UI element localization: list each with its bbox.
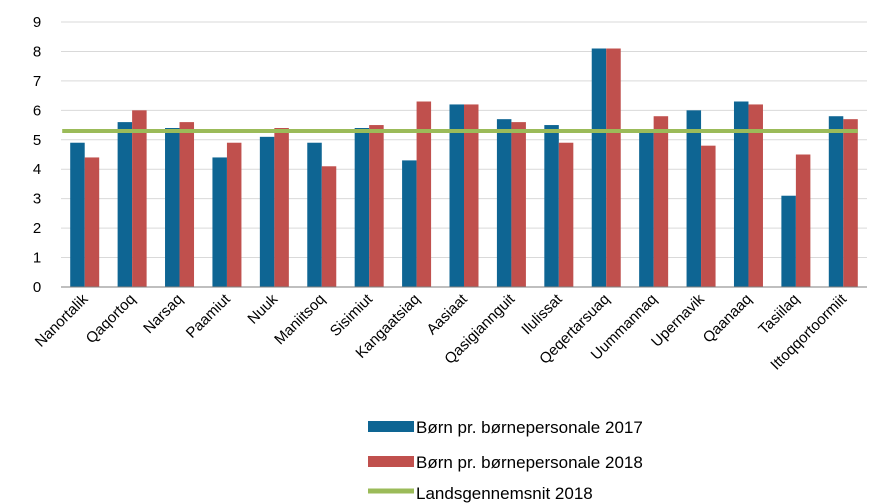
y-tick-label: 8 [33,43,41,60]
legend: Børn pr. børnepersonale 2017 Børn pr. bø… [368,418,643,503]
bar-2017-upernavik [686,110,702,287]
x-tick-label: Nanortalik [32,290,92,350]
bar-2017-qaanaaq [733,101,749,287]
bar-2017-aasiaat [449,104,464,287]
legend-label-2018: Børn pr. børnepersonale 2018 [416,453,643,472]
bar-2017-kangaatsiaq [402,160,417,287]
y-tick-label: 6 [33,102,41,119]
bar-2018-qeqertarsuaq [606,48,621,287]
bar-2017-ilulissat [544,125,559,287]
bar-2017-qasigiannguit [496,119,512,288]
bar-2017-ittoqqortoormiit [828,116,844,287]
bar-2018-nuuk [274,128,289,287]
legend-swatch-2018 [368,456,414,467]
bars [70,48,858,288]
bar-2017-paamiut [212,157,227,287]
bar-2017-qeqertarsuaq [591,48,607,287]
bar-2018-aasiaat [464,104,479,287]
bar-2017-maniitsoq [307,142,322,287]
bar-2017-sisimiut [354,128,370,287]
x-tick-label: Maniitsoq [271,291,328,348]
x-tick-label: Qaqortoq [83,291,139,347]
bar-2018-kangaatsiaq [416,101,432,287]
y-tick-label: 2 [33,220,41,237]
bar-2018-uummannaq [653,116,669,287]
x-tick-label: Ilulissat [518,290,566,338]
y-tick-label: 9 [33,14,41,31]
bar-2018-ilulissat [558,142,574,287]
x-tick-label: Qaanaaq [700,291,756,347]
bar-2018-paamiut [226,142,242,287]
y-tick-label: 4 [33,161,41,178]
bar-2018-tasiilaq [795,154,811,287]
bar-2018-nanortalik [84,157,100,287]
bar-2017-nanortalik [70,142,85,287]
y-tick-label: 1 [33,250,41,267]
bar-2018-upernavik [701,145,716,287]
legend-label-average: Landsgennemsnit 2018 [416,484,593,503]
y-axis-ticks: 0 1 2 3 4 5 6 7 8 9 [33,14,41,296]
x-tick-label: Narsaq [140,291,186,337]
x-tick-label: Aasiaat [423,290,471,338]
x-tick-label: Nuuk [244,290,281,327]
bar-2018-ittoqqortoormiit [843,119,858,288]
y-tick-label: 7 [33,73,41,90]
bar-2017-narsaq [165,128,180,287]
bar-2018-qasigiannguit [511,122,526,287]
y-tick-label: 5 [33,132,41,149]
x-tick-label: Paamiut [183,290,235,342]
legend-label-2017: Børn pr. børnepersonale 2017 [416,418,643,437]
bar-2018-qaanaaq [748,104,763,287]
legend-swatch-2017 [368,421,414,432]
bar-2018-maniitsoq [321,166,337,287]
bar-2018-narsaq [179,122,195,287]
bar-2018-sisimiut [369,125,384,287]
bar-2017-uummannaq [639,130,654,287]
bar-2017-qaqortoq [117,122,133,287]
bar-2018-qaqortoq [132,110,147,287]
bar-2017-nuuk [259,136,275,287]
y-tick-label: 0 [33,279,41,296]
y-tick-label: 3 [33,191,41,208]
x-tick-label: Tasiilaq [755,291,802,338]
bar-2017-tasiilaq [781,195,796,287]
